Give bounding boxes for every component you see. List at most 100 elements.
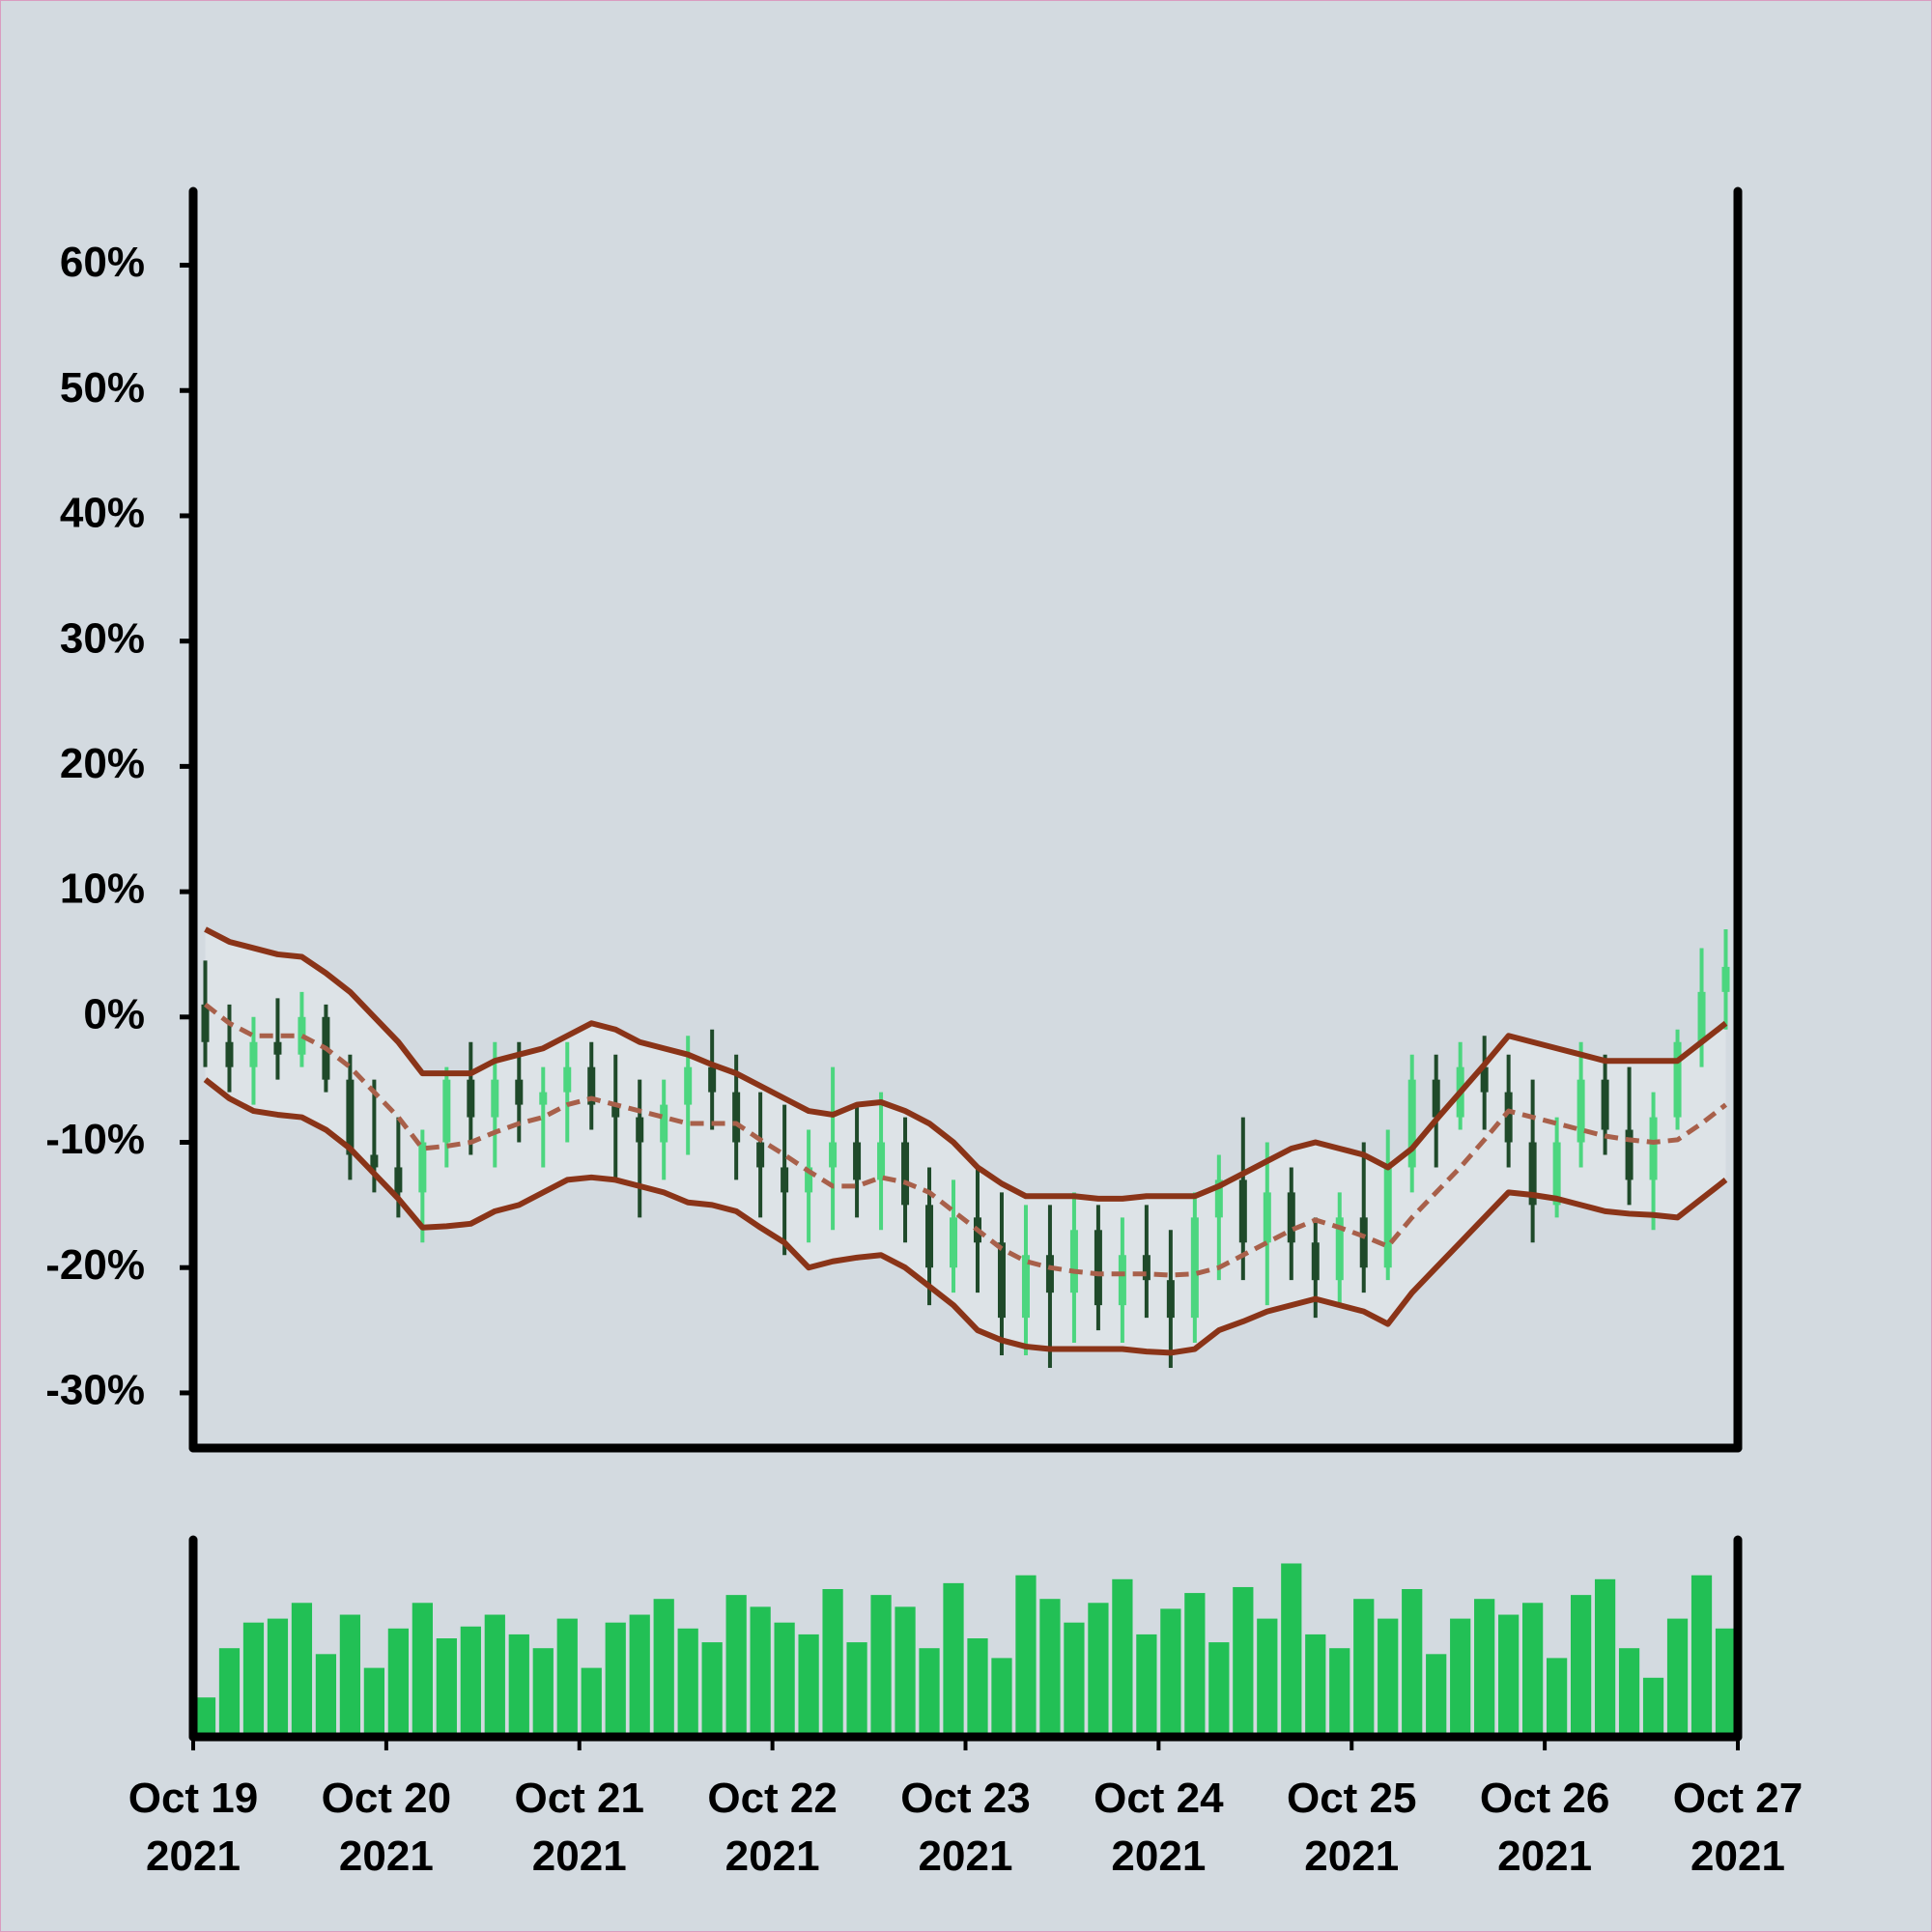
ohlc-body bbox=[418, 1142, 427, 1193]
x-tick-label: Oct 22 2021 bbox=[707, 1775, 838, 1880]
volume-bar bbox=[1546, 1658, 1568, 1737]
ohlc-body bbox=[1069, 1230, 1078, 1293]
ohlc-body bbox=[1721, 966, 1730, 992]
volume-bar bbox=[991, 1658, 1012, 1737]
y-tick-label: 20% bbox=[60, 740, 145, 787]
volume-bar bbox=[1329, 1648, 1350, 1737]
y-tick-label: 0% bbox=[83, 990, 145, 1037]
volume-bar bbox=[605, 1622, 626, 1737]
ohlc-body bbox=[515, 1079, 524, 1105]
ohlc-body bbox=[1287, 1192, 1295, 1243]
volume-bar bbox=[556, 1618, 578, 1737]
volume-bar bbox=[1353, 1599, 1375, 1737]
band-fill bbox=[205, 928, 1726, 1353]
volume-bar bbox=[363, 1667, 385, 1737]
y-tick-label: 50% bbox=[60, 364, 145, 412]
ohlc-body bbox=[684, 1066, 693, 1105]
volume-bar bbox=[1474, 1599, 1495, 1737]
ohlc-body bbox=[877, 1142, 886, 1180]
ohlc-body bbox=[1552, 1142, 1561, 1206]
ohlc-body bbox=[442, 1079, 451, 1143]
ohlc-body bbox=[1142, 1255, 1151, 1281]
volume-bar bbox=[870, 1595, 892, 1737]
band-lower bbox=[203, 1077, 1728, 1356]
volume-bar bbox=[1136, 1634, 1157, 1737]
volume-bar bbox=[1594, 1578, 1616, 1737]
ohlc-body bbox=[491, 1079, 499, 1118]
ohlc-body bbox=[1697, 991, 1706, 1042]
volume-bar bbox=[242, 1622, 265, 1737]
volume-bar bbox=[1039, 1599, 1061, 1737]
ohlc-body bbox=[298, 1016, 306, 1055]
volume-bar bbox=[774, 1622, 795, 1737]
x-tick-label: Oct 27 2021 bbox=[1672, 1775, 1804, 1880]
volume-bar bbox=[387, 1628, 409, 1737]
volume-bar bbox=[1160, 1608, 1181, 1737]
ohlc-body bbox=[1214, 1179, 1223, 1218]
volume-bar bbox=[581, 1667, 602, 1737]
x-tick-label: Oct 25 2021 bbox=[1286, 1775, 1417, 1880]
ohlc-body bbox=[1625, 1129, 1634, 1180]
volume-bar bbox=[1715, 1628, 1737, 1737]
x-tick-label: Oct 23 2021 bbox=[900, 1775, 1031, 1880]
volume-bar bbox=[412, 1603, 433, 1737]
volume-bar bbox=[919, 1648, 940, 1737]
ohlc-body bbox=[805, 1167, 813, 1193]
volume-bar bbox=[1257, 1618, 1278, 1737]
volume-bar bbox=[1450, 1618, 1471, 1737]
ohlc-body bbox=[587, 1066, 596, 1105]
ohlc-body bbox=[346, 1079, 355, 1155]
y-tick-label: 40% bbox=[60, 490, 145, 537]
ohlc-body bbox=[732, 1092, 741, 1143]
ohlc-body bbox=[394, 1167, 403, 1193]
volume-bar bbox=[1208, 1642, 1230, 1737]
volume-bar bbox=[967, 1638, 988, 1737]
ohlc-body bbox=[1359, 1217, 1368, 1268]
ohlc-body bbox=[611, 1104, 620, 1118]
ohlc-body bbox=[249, 1041, 258, 1067]
band-middle bbox=[203, 1002, 1728, 1278]
ohlc-body bbox=[1190, 1217, 1199, 1319]
volume-bar bbox=[1666, 1618, 1689, 1737]
ohlc-body bbox=[563, 1066, 572, 1093]
volume-bar bbox=[1305, 1634, 1326, 1737]
y-tick-label: -30% bbox=[45, 1367, 145, 1414]
ohlc-body bbox=[1407, 1079, 1416, 1168]
volume-bar bbox=[194, 1697, 216, 1737]
ohlc-body bbox=[370, 1154, 379, 1168]
volume-bar bbox=[1426, 1654, 1447, 1737]
ohlc-body bbox=[1432, 1079, 1440, 1118]
ohlc-body bbox=[829, 1142, 838, 1168]
y-tick-label: -20% bbox=[45, 1241, 145, 1289]
volume-bar bbox=[677, 1628, 698, 1737]
x-tick-label: Oct 21 2021 bbox=[514, 1775, 644, 1880]
volume-bar bbox=[1015, 1575, 1037, 1737]
ohlc-body bbox=[853, 1142, 862, 1180]
ohlc-body bbox=[660, 1104, 668, 1143]
ohlc-body bbox=[1311, 1242, 1320, 1281]
volume-bar bbox=[1402, 1589, 1423, 1737]
ohlc-body bbox=[1480, 1066, 1489, 1093]
volume-bar bbox=[701, 1642, 723, 1737]
x-tick-label: Oct 26 2021 bbox=[1479, 1775, 1610, 1880]
x-tick-label: Oct 19 2021 bbox=[128, 1775, 259, 1880]
ohlc-body bbox=[1649, 1117, 1658, 1180]
ohlc-body bbox=[636, 1117, 644, 1143]
volume-bar bbox=[1570, 1595, 1592, 1737]
ohlc-body bbox=[467, 1079, 475, 1118]
y-tick-label: 10% bbox=[60, 866, 145, 913]
ohlc-body bbox=[1577, 1079, 1585, 1143]
volume-bar bbox=[267, 1618, 289, 1737]
ohlc-body bbox=[1238, 1179, 1247, 1243]
volume-bar bbox=[798, 1634, 819, 1737]
ohlc-body bbox=[901, 1142, 910, 1206]
ohlc-body bbox=[273, 1041, 282, 1055]
ohlc-body bbox=[1335, 1217, 1344, 1281]
volume-bar bbox=[1233, 1586, 1254, 1737]
volume-bar bbox=[1522, 1603, 1544, 1737]
volume-bar bbox=[1281, 1563, 1302, 1737]
ohlc-body bbox=[1094, 1230, 1102, 1306]
volume-bar bbox=[218, 1648, 241, 1737]
